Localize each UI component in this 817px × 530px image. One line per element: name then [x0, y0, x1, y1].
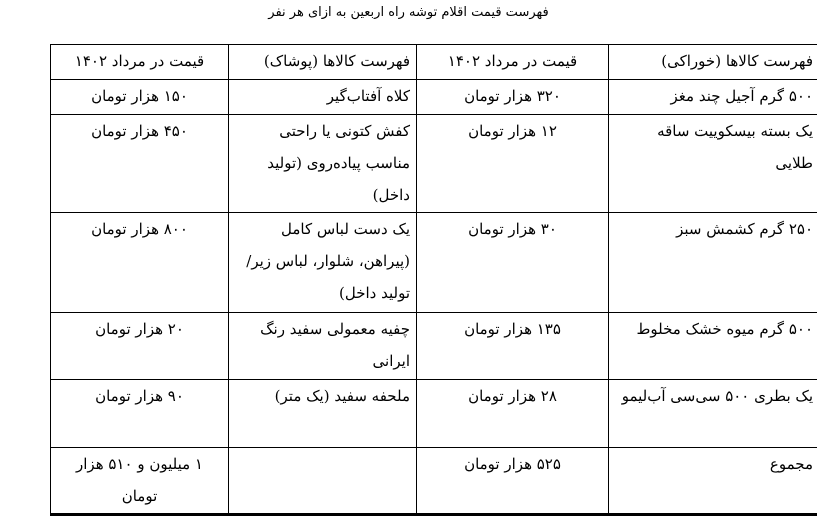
clothing-price: ۴۵۰ هزار تومان [50, 114, 229, 213]
clothing-item: ملحفه سفید (یک متر) [228, 379, 417, 448]
header-clothing-price: قیمت در مرداد ۱۴۰۲ [50, 44, 229, 80]
clothing-price: ۸۰۰ هزار تومان [50, 212, 229, 313]
table-row: ۵۰۰ گرم میوه خشک مخلوط ۱۳۵ هزار تومان چف… [50, 312, 817, 380]
clothing-total: ۱ میلیون و ۵۱۰ هزار تومان [50, 447, 229, 515]
food-item: یک بطری ۵۰۰ سی‌سی آب‌لیمو [608, 379, 817, 448]
clothing-item: کلاه آفتاب‌گیر [228, 79, 417, 115]
table-row: یک بسته بیسکوییت ساقه طلایی ۱۲ هزار توما… [50, 114, 817, 213]
total-label: مجموع [608, 447, 817, 515]
clothing-price: ۹۰ هزار تومان [50, 379, 229, 448]
clothing-price: ۱۵۰ هزار تومان [50, 79, 229, 115]
clothing-item: چفیه معمولی سفید رنگ ایرانی [228, 312, 417, 380]
food-price: ۱۲ هزار تومان [416, 114, 609, 213]
food-item: ۵۰۰ گرم آجیل چند مغز [608, 79, 817, 115]
clothing-item: کفش کتونی یا راحتی مناسب پیاده‌روی (تولی… [228, 114, 417, 213]
table-row: یک بطری ۵۰۰ سی‌سی آب‌لیمو ۲۸ هزار تومان … [50, 379, 817, 448]
food-item: یک بسته بیسکوییت ساقه طلایی [608, 114, 817, 213]
food-price: ۲۸ هزار تومان [416, 379, 609, 448]
food-price: ۳۰ هزار تومان [416, 212, 609, 313]
food-price: ۱۳۵ هزار تومان [416, 312, 609, 380]
total-row: مجموع ۵۲۵ هزار تومان ۱ میلیون و ۵۱۰ هزار… [50, 447, 817, 515]
food-item: ۵۰۰ گرم میوه خشک مخلوط [608, 312, 817, 380]
food-item: ۲۵۰ گرم کشمش سبز [608, 212, 817, 313]
header-food-price: قیمت در مرداد ۱۴۰۲ [416, 44, 609, 80]
food-total: ۵۲۵ هزار تومان [416, 447, 609, 515]
empty-cell [228, 447, 417, 515]
table-row: ۵۰۰ گرم آجیل چند مغز ۳۲۰ هزار تومان کلاه… [50, 79, 817, 115]
price-table: فهرست کالاها (خوراکی) قیمت در مرداد ۱۴۰۲… [50, 44, 817, 516]
table-row: ۲۵۰ گرم کشمش سبز ۳۰ هزار تومان یک دست لب… [50, 212, 817, 313]
clothing-item: یک دست لباس کامل (پیراهن، شلوار، لباس زی… [228, 212, 417, 313]
table-header-row: فهرست کالاها (خوراکی) قیمت در مرداد ۱۴۰۲… [50, 44, 817, 80]
header-food-items: فهرست کالاها (خوراکی) [608, 44, 817, 80]
food-price: ۳۲۰ هزار تومان [416, 79, 609, 115]
header-clothing-items: فهرست کالاها (پوشاک) [228, 44, 417, 80]
document-title: فهرست قیمت اقلام توشه راه اربعین به ازای… [268, 5, 549, 20]
clothing-price: ۲۰ هزار تومان [50, 312, 229, 380]
